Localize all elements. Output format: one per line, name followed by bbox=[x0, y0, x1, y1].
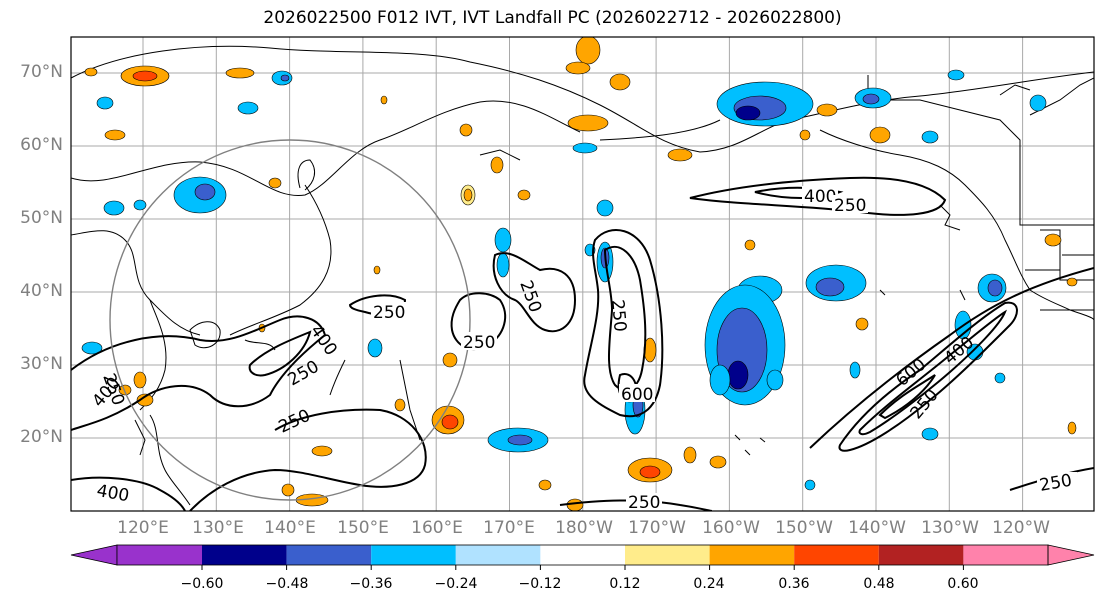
ivt-contours bbox=[71, 176, 1094, 511]
colorbar-segment bbox=[371, 545, 456, 565]
map-frame bbox=[70, 36, 1095, 512]
lat-label: 30°N bbox=[20, 354, 63, 374]
colorbar-segment bbox=[878, 545, 964, 565]
lon-label: 120°E bbox=[117, 518, 169, 538]
contour-label: 400 bbox=[306, 321, 341, 359]
contour-label: 250 bbox=[628, 493, 660, 513]
lon-label: 180°W bbox=[555, 518, 613, 538]
colorbar-segment bbox=[963, 545, 1048, 565]
contour-label: 250 bbox=[607, 299, 630, 333]
colorbar-outline bbox=[116, 544, 1049, 566]
graticule bbox=[71, 37, 1094, 511]
colorbar-segment bbox=[794, 545, 879, 565]
contour-label: 250 bbox=[907, 385, 943, 423]
contour-label: 250 bbox=[515, 278, 545, 315]
colorbar-segment bbox=[286, 545, 372, 565]
lat-label: 20°N bbox=[20, 427, 63, 447]
colorbar-tick-label: −0.12 bbox=[518, 576, 562, 592]
lat-label: 70°N bbox=[20, 62, 63, 82]
ivt-shading bbox=[81, 37, 1078, 511]
lon-label: 130°W bbox=[921, 518, 979, 538]
contour-label: 250 bbox=[463, 333, 495, 353]
lat-label: 60°N bbox=[20, 135, 63, 155]
lon-label: 140°E bbox=[264, 518, 316, 538]
colorbar bbox=[70, 544, 1095, 570]
contour-label: 250 bbox=[276, 406, 314, 438]
colorbar-segment bbox=[202, 545, 287, 565]
lon-label: 130°E bbox=[192, 518, 244, 538]
lon-label: 120°W bbox=[992, 518, 1050, 538]
contour-label: 250 bbox=[1038, 471, 1073, 496]
colorbar-tick-label: −0.48 bbox=[265, 576, 309, 592]
contour-label: 400 bbox=[804, 187, 836, 207]
colorbar-segment bbox=[625, 545, 710, 565]
lat-label: 40°N bbox=[20, 281, 63, 301]
landfall-region-circle bbox=[109, 139, 471, 501]
colorbar-extend-high bbox=[1047, 544, 1095, 566]
lon-label: 150°W bbox=[775, 518, 833, 538]
colorbar-tick-label: 0.48 bbox=[863, 576, 895, 592]
colorbar-tick-label: −0.60 bbox=[180, 576, 224, 592]
colorbar-tick-label: 0.60 bbox=[947, 576, 979, 592]
colorbar-tick-label: 0.36 bbox=[778, 576, 810, 592]
contour-label: 400 bbox=[95, 481, 130, 506]
colorbar-segment bbox=[117, 545, 202, 565]
colorbar-segment bbox=[709, 545, 795, 565]
lon-label: 150°E bbox=[337, 518, 389, 538]
colorbar-tick-label: −0.36 bbox=[349, 576, 393, 592]
colorbar-tick-label: −0.24 bbox=[434, 576, 478, 592]
colorbar-segment bbox=[455, 545, 541, 565]
contour-label: 250 bbox=[373, 303, 405, 323]
colorbar-segment bbox=[540, 545, 625, 565]
colorbar-extend-low bbox=[70, 544, 118, 566]
contour-label: 250 bbox=[834, 196, 866, 216]
colorbar-tick-label: 0.12 bbox=[609, 576, 641, 592]
colorbar-tick-label: 0.24 bbox=[693, 576, 725, 592]
contour-label: 600 bbox=[621, 385, 653, 405]
lon-label: 160°W bbox=[702, 518, 760, 538]
lon-label: 170°E bbox=[483, 518, 535, 538]
lat-label: 50°N bbox=[20, 208, 63, 228]
map-title: 2026022500 F012 IVT, IVT Landfall PC (20… bbox=[263, 8, 842, 28]
lon-label: 140°W bbox=[848, 518, 906, 538]
lon-label: 170°W bbox=[628, 518, 686, 538]
lon-label: 160°E bbox=[411, 518, 463, 538]
